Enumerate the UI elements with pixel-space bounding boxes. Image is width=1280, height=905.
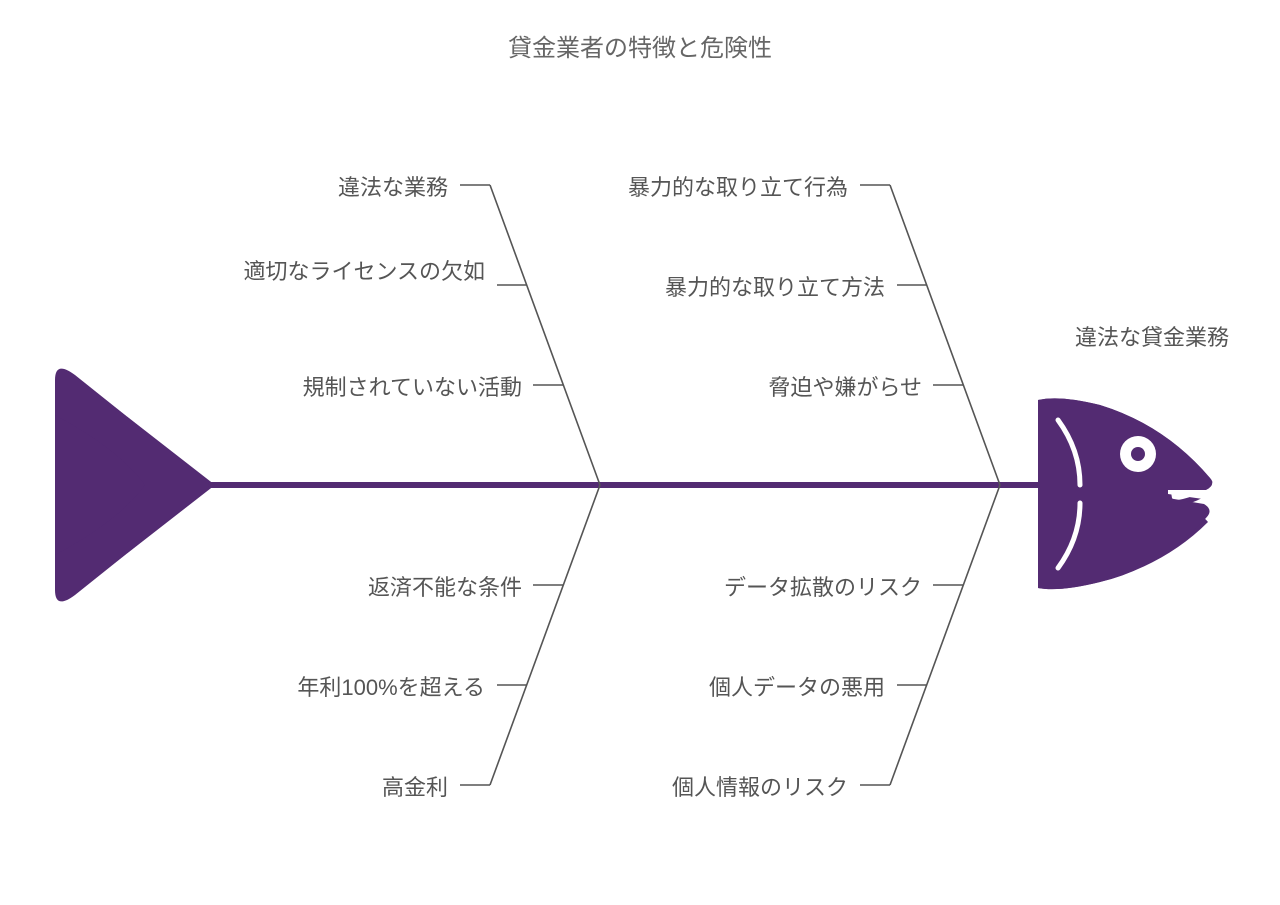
head-label: 違法な貸金業務 [1075, 320, 1229, 352]
tr-category: 暴力的な取り立て行為 [628, 170, 848, 202]
fishbone-svg [0, 0, 1280, 905]
tl-cause-1: 規制されていない活動 [303, 370, 522, 402]
tl-category: 違法な業務 [338, 170, 448, 202]
branch-top-left [460, 185, 600, 485]
branch-bottom-left [460, 485, 600, 785]
fishbone-diagram: 貸金業者の特徴と危険性 [0, 0, 1280, 905]
fish-head [1038, 398, 1217, 589]
branch-top-right [860, 185, 1000, 485]
fish-eye-pupil [1131, 447, 1145, 461]
tr-cause-0: 暴力的な取り立て方法 [665, 270, 885, 302]
bl-category: 高金利 [382, 770, 448, 802]
tl-cause-0: 適切なライセンスの欠如 [215, 258, 485, 287]
br-cause-1: 個人データの悪用 [709, 670, 885, 702]
tr-cause-1: 脅迫や嫌がらせ [768, 370, 922, 402]
bl-cause-0: 返済不能な条件 [368, 570, 522, 602]
br-category: 個人情報のリスク [672, 770, 848, 802]
branch-bottom-right [860, 485, 1000, 785]
br-cause-0: データ拡散のリスク [724, 570, 922, 602]
bl-cause-1: 年利100%を超える [297, 670, 485, 702]
fish-tail [55, 369, 215, 602]
